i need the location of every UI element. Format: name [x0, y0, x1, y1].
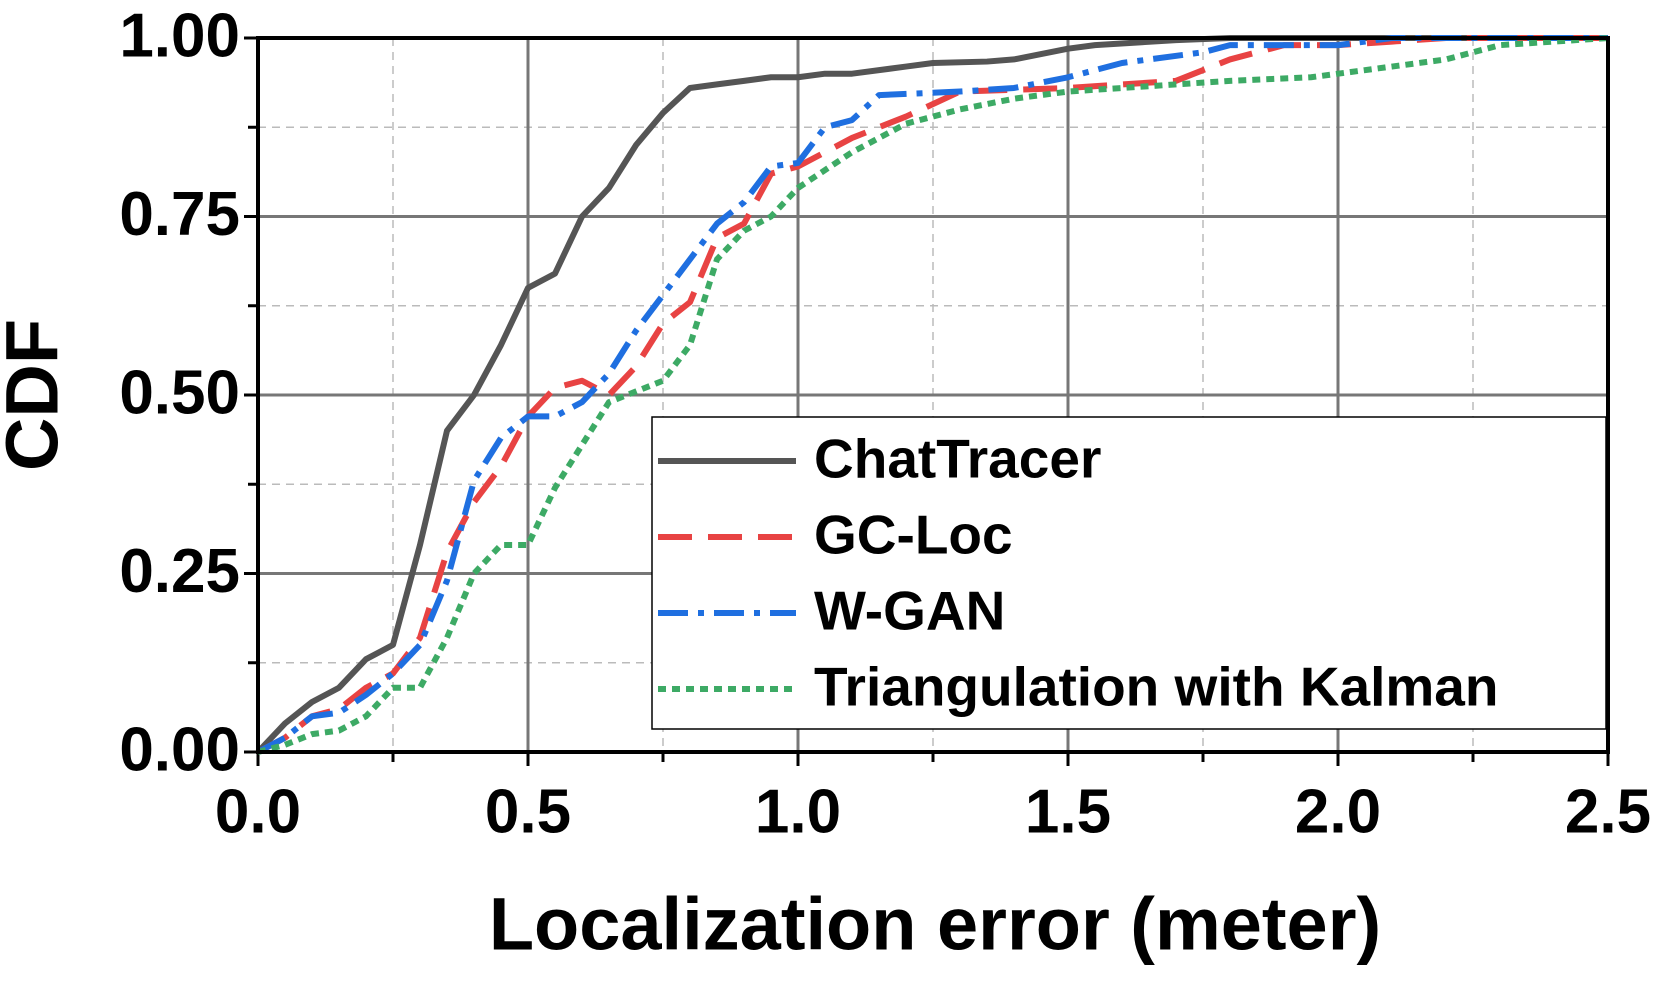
y-tick-label: 0.50 [119, 358, 240, 427]
y-tick-label: 0.00 [119, 715, 240, 784]
legend-box [651, 416, 1607, 730]
y-tick-label: 0.75 [119, 180, 240, 249]
x-tick-label: 0.5 [485, 777, 571, 846]
x-tick-label: 2.0 [1295, 777, 1381, 846]
series-line [256, 35, 1608, 755]
x-tick-label: 0.0 [215, 777, 301, 846]
legend-label: W-GAN [814, 580, 1005, 642]
legend-label: GC-Loc [814, 504, 1013, 566]
x-axis-label: Localization error (meter) [489, 883, 1381, 966]
x-tick-label: 1.0 [755, 777, 841, 846]
plot-frame [256, 36, 1610, 754]
x-tick-label: 2.5 [1565, 777, 1651, 846]
y-tick-label: 0.25 [119, 537, 240, 606]
series-line [257, 35, 1609, 755]
series-line [255, 35, 1608, 755]
x-tick-label: 1.5 [1025, 777, 1111, 846]
legend-label: ChatTracer [814, 428, 1101, 490]
y-tick-label: 1.00 [119, 1, 240, 70]
legend-label: Triangulation with Kalman [814, 656, 1499, 718]
y-axis-label: CDF [0, 319, 74, 471]
